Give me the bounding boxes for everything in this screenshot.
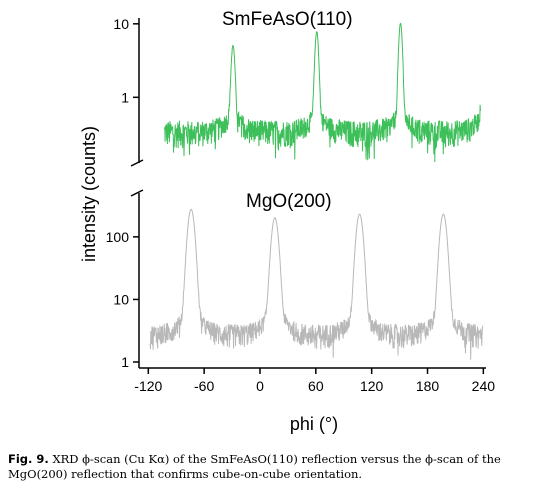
mgo-series-label: MgO(200) bbox=[246, 191, 332, 212]
x-tick-label: 0 bbox=[256, 378, 264, 394]
x-tick-label: 180 bbox=[416, 378, 440, 394]
caption-text: XRD ϕ-scan (Cu Kα) of the SmFeAsO(110) r… bbox=[8, 452, 501, 481]
bottom-panel-mgo: 1 10 100 MgO(200) bbox=[106, 191, 484, 370]
bottom-y-ticks: 1 10 100 bbox=[106, 229, 139, 370]
x-tick-label: 120 bbox=[360, 378, 384, 394]
y-axis-title: intensity (counts) bbox=[79, 126, 99, 262]
axis-break-mark bbox=[130, 159, 144, 197]
x-axis-title: phi (°) bbox=[290, 414, 338, 434]
y-tick-label: 10 bbox=[113, 291, 129, 307]
x-axis-ticks: -120 -60 0 60 120 180 240 bbox=[134, 368, 495, 394]
x-tick-label: -120 bbox=[134, 378, 162, 394]
y-tick-label: 1 bbox=[121, 89, 129, 105]
caption-label: Fig. 9. bbox=[8, 452, 49, 466]
y-tick-label: 100 bbox=[106, 229, 130, 245]
x-tick-label: 240 bbox=[472, 378, 496, 394]
mgo-trace bbox=[149, 208, 484, 360]
x-tick-label: -60 bbox=[194, 378, 214, 394]
smfeaso-trace bbox=[163, 22, 481, 162]
figure-caption: Fig. 9. XRD ϕ-scan (Cu Kα) of the SmFeAs… bbox=[8, 452, 553, 482]
smfeaso-series-label: SmFeAsO(110) bbox=[222, 9, 353, 30]
y-tick-label: 10 bbox=[113, 16, 129, 32]
xrd-phi-scan-figure: 1 10 SmFeAsO(110) 1 10 100 MgO(200) -120 -60… bbox=[79, 9, 495, 434]
y-tick-label: 1 bbox=[121, 354, 129, 370]
x-tick-label: 60 bbox=[308, 378, 324, 394]
top-panel-smfeaso: 1 10 SmFeAsO(110) bbox=[113, 9, 481, 163]
top-y-ticks: 1 10 bbox=[113, 16, 139, 105]
